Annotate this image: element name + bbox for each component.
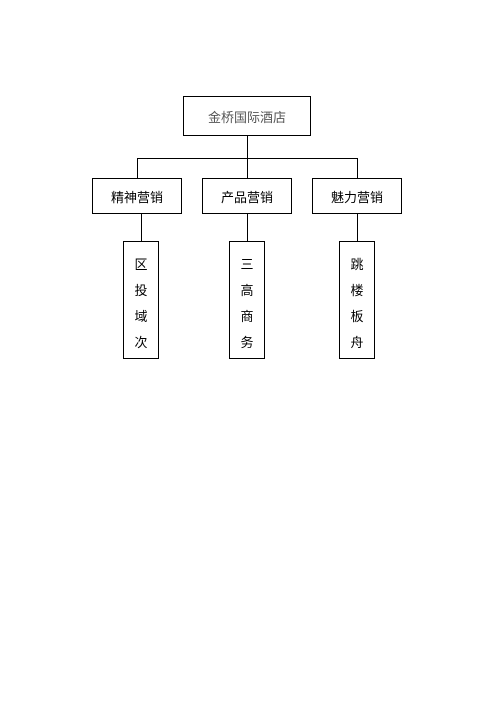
leaf-char: 区 (134, 252, 147, 278)
leaf-node-0: 区 投 域 次 资 (123, 241, 159, 359)
leaf-char: 高 (240, 278, 253, 304)
leaf-char: 域 (134, 304, 147, 330)
mid-node-0: 精神营销 (92, 178, 182, 214)
leaf-char: 板 (350, 304, 363, 330)
root-label: 金桥国际酒店 (208, 107, 286, 126)
connector-drop-right (357, 158, 358, 178)
mid-node-2: 魅力营销 (312, 178, 402, 214)
mid-label-2: 魅力营销 (331, 187, 383, 206)
leaf-char: 商 (240, 304, 253, 330)
leaf-node-2: 跳 楼 板 舟 (339, 241, 375, 359)
connector-drop-mid (247, 158, 248, 178)
root-node: 金桥国际酒店 (183, 96, 311, 136)
leaf-node-1: 三 高 商 务 (229, 241, 265, 359)
leaf-char: 跳 (350, 252, 363, 278)
leaf-char: 投 (134, 278, 147, 304)
connector-leaf-right (357, 214, 358, 241)
leaf-char: 务 (240, 330, 253, 356)
mid-label-1: 产品营销 (221, 187, 273, 206)
connector-leaf-mid (247, 214, 248, 241)
connector-leaf-left (141, 214, 142, 241)
leaf-char: 次 (134, 330, 147, 356)
leaf-char: 三 (240, 252, 253, 278)
leaf-char: 资 (134, 356, 147, 359)
leaf-char: 楼 (350, 278, 363, 304)
leaf-char: 舟 (350, 330, 363, 356)
connector-root-down (247, 136, 248, 158)
mid-label-0: 精神营销 (111, 187, 163, 206)
mid-node-1: 产品营销 (202, 178, 292, 214)
connector-drop-left (137, 158, 138, 178)
